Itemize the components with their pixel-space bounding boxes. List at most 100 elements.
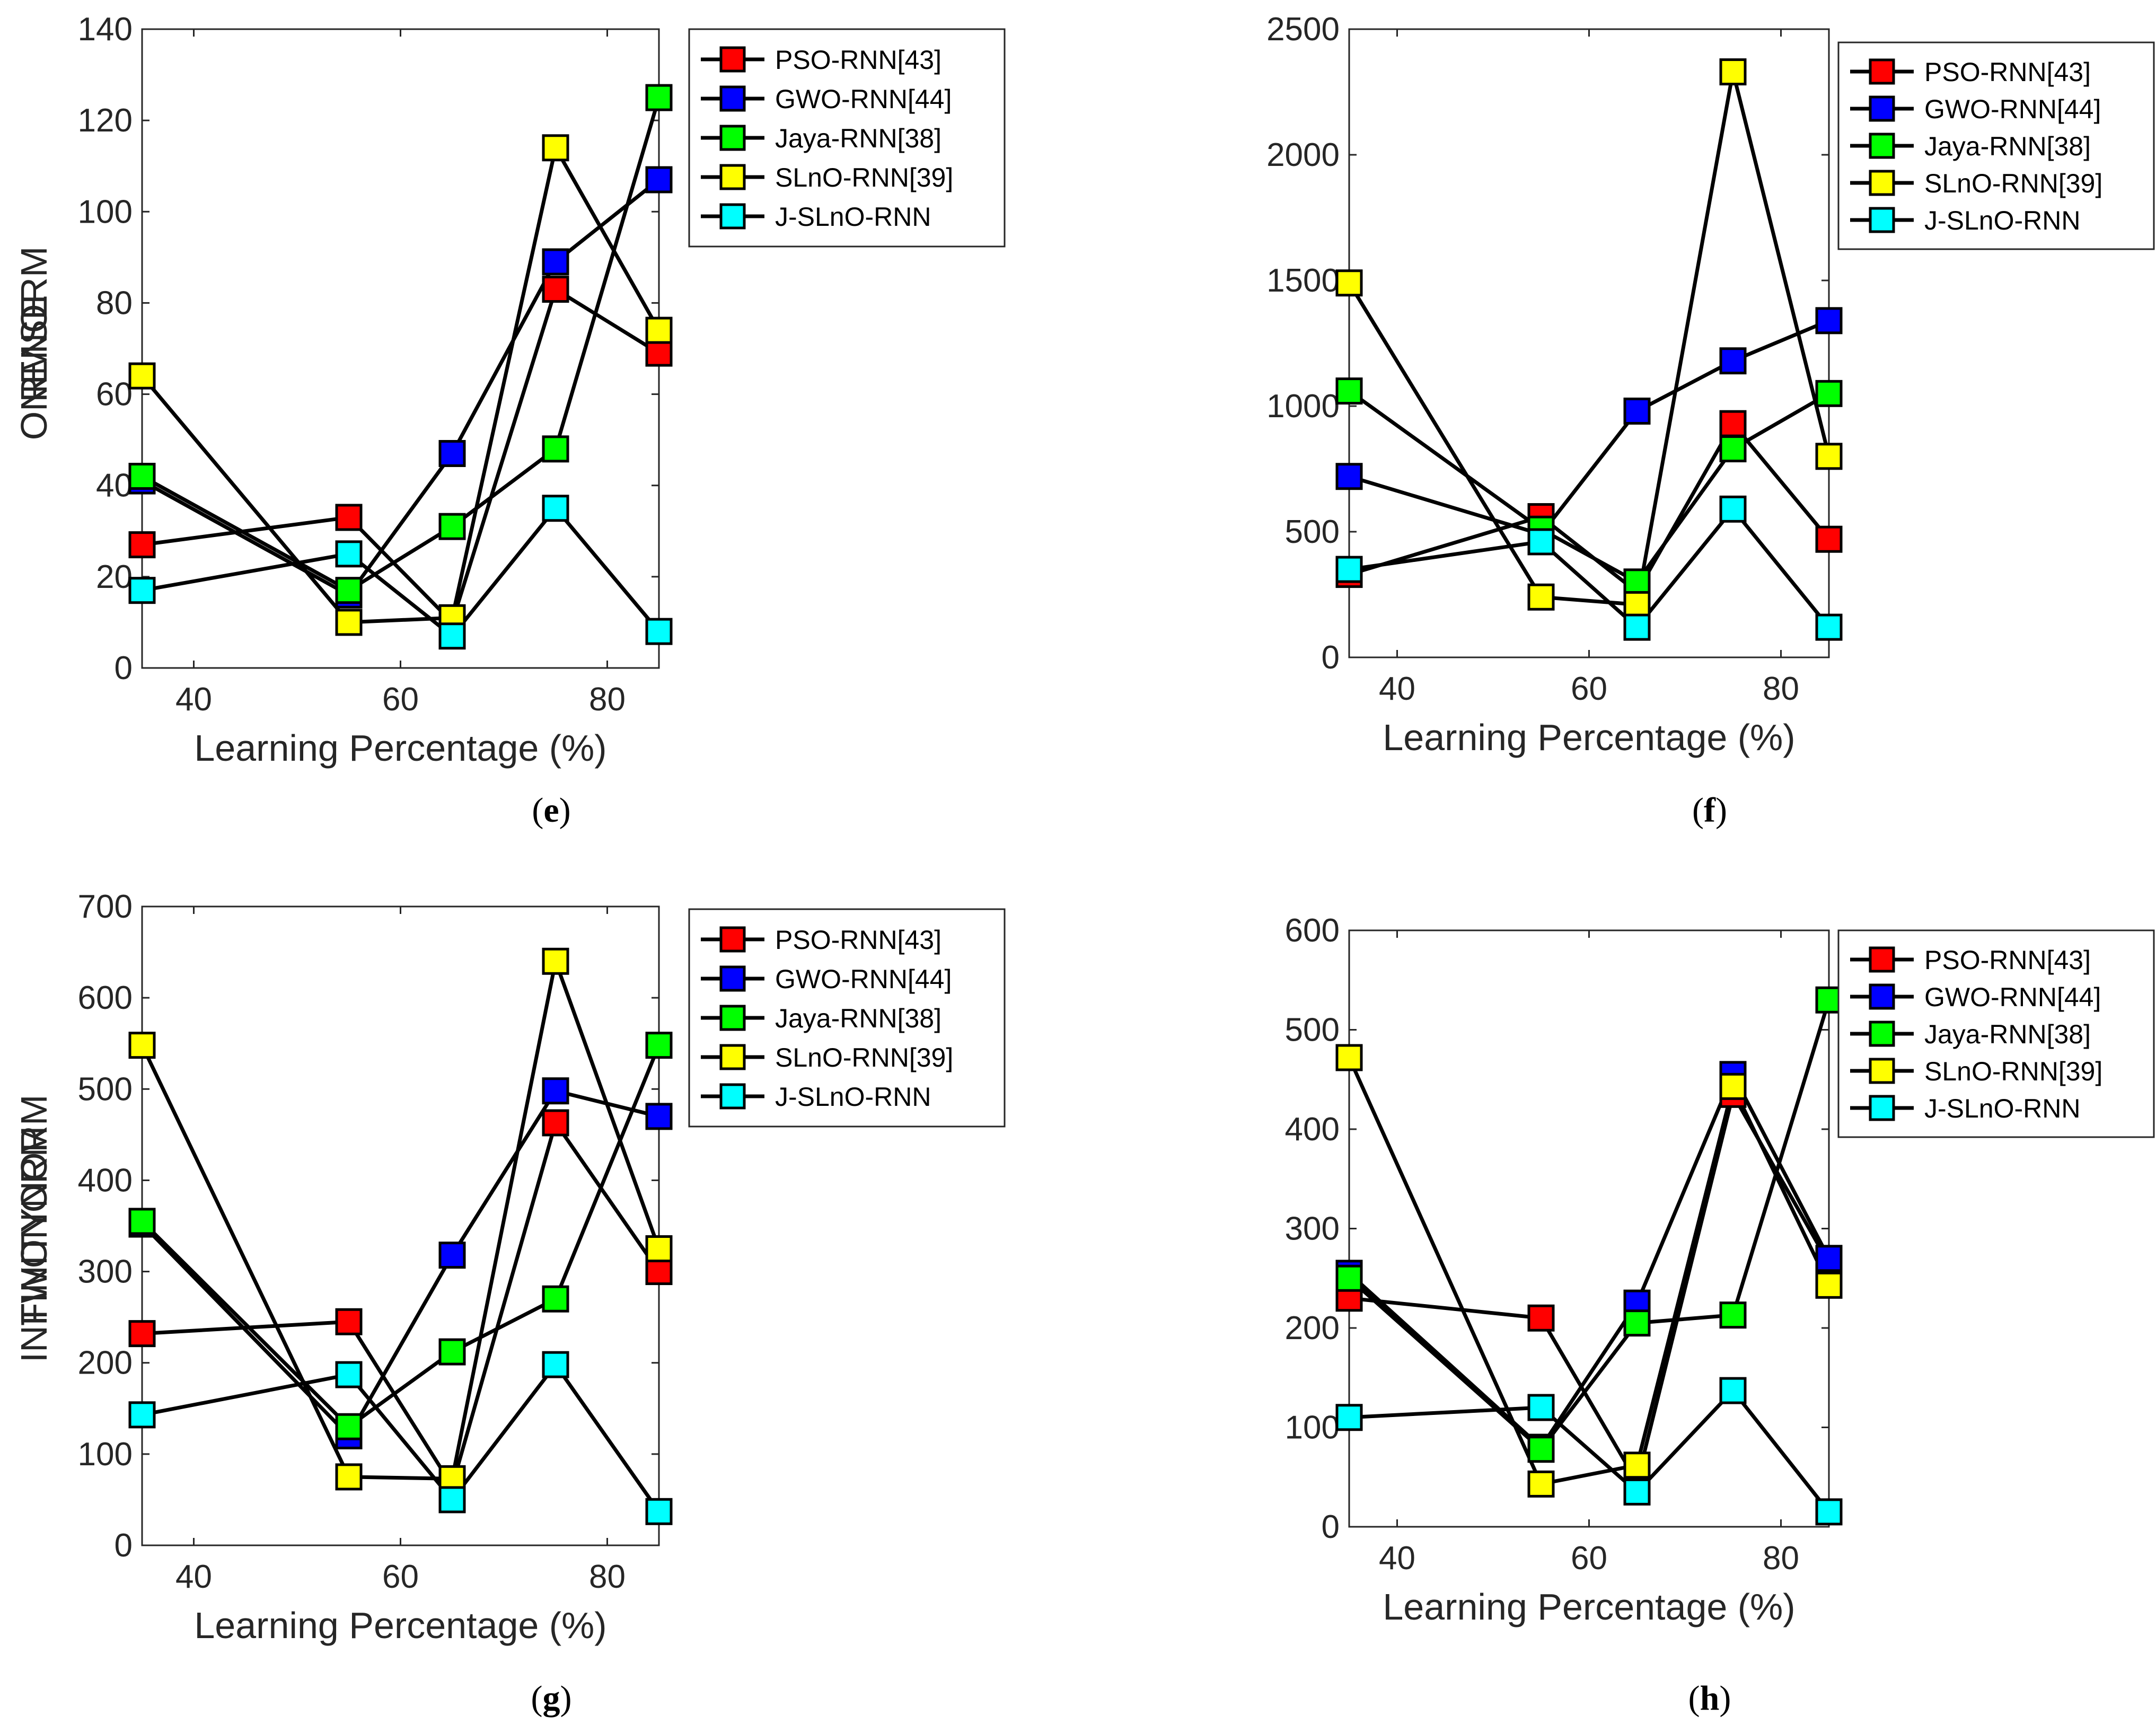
data-point bbox=[438, 622, 466, 650]
data-point bbox=[645, 84, 673, 111]
data-point bbox=[542, 495, 569, 522]
chart-panel-f: 0 500 1000 1500 2000 2500 40 60 80 Learning Perce… bbox=[13, 11, 2155, 830]
legend-label: GWO-RNN[44] bbox=[1924, 94, 2101, 124]
chart-panel-g: 0 100 200 300 400 500 600 700 40 60 80 Learning Per… bbox=[13, 889, 1006, 1718]
y-tick-label: 1500 bbox=[1266, 262, 1340, 299]
legend: PSO-RNN[43] GWO-RNN[44] Jaya-RNN[38] SLnO-R… bbox=[1837, 41, 2155, 250]
data-point bbox=[542, 1077, 569, 1105]
data-point bbox=[1335, 556, 1363, 583]
data-point bbox=[1335, 377, 1363, 405]
data-point bbox=[335, 1463, 363, 1491]
x-tick-label: 80 bbox=[1763, 671, 1799, 707]
legend-label: GWO-RNN[44] bbox=[1924, 982, 2101, 1012]
data-point bbox=[1527, 583, 1555, 611]
x-tick-label: 80 bbox=[1763, 1540, 1799, 1577]
data-point bbox=[1335, 1264, 1363, 1292]
y-tick-label: 400 bbox=[78, 1162, 133, 1199]
legend-marker bbox=[719, 203, 746, 230]
data-point bbox=[1815, 613, 1843, 641]
legend-marker bbox=[719, 1083, 746, 1110]
panel-caption: (h) bbox=[1688, 1679, 1731, 1718]
data-point bbox=[1623, 397, 1651, 425]
data-point bbox=[542, 276, 569, 303]
y-tick-label: 0 bbox=[1322, 1509, 1340, 1545]
y-tick-label: 300 bbox=[1285, 1211, 1340, 1247]
legend-label: Jaya-RNN[38] bbox=[1924, 1019, 2091, 1049]
data-point bbox=[645, 1103, 673, 1130]
data-point bbox=[1527, 1394, 1555, 1421]
legend-label: J-SLnO-RNN bbox=[1924, 1094, 2080, 1123]
y-tick-label: 120 bbox=[78, 102, 133, 139]
x-tick-label: 80 bbox=[589, 681, 626, 718]
legend-label: Jaya-RNN[38] bbox=[775, 124, 941, 153]
data-point bbox=[1815, 307, 1843, 335]
legend-marker bbox=[1869, 1095, 1895, 1121]
y-tick-label: 200 bbox=[78, 1345, 133, 1382]
panel-caption: (e) bbox=[532, 791, 570, 830]
legend-label: PSO-RNN[43] bbox=[1924, 57, 2091, 87]
x-axis-label: Learning Percentage (%) bbox=[1383, 1586, 1795, 1628]
legend-marker bbox=[1869, 207, 1895, 233]
data-point bbox=[1815, 1245, 1843, 1272]
y-axis-label: INFINITYNORM bbox=[13, 1095, 55, 1363]
x-tick-label: 60 bbox=[382, 681, 419, 718]
data-point bbox=[645, 316, 673, 344]
plot-area bbox=[1348, 28, 1830, 658]
data-point bbox=[1719, 1377, 1747, 1404]
data-point bbox=[128, 1401, 156, 1429]
data-point bbox=[1335, 1044, 1363, 1071]
data-point bbox=[1815, 986, 1843, 1014]
data-point bbox=[542, 1109, 569, 1137]
data-point bbox=[438, 513, 466, 540]
legend-marker bbox=[1869, 170, 1895, 196]
data-point bbox=[542, 248, 569, 276]
data-point bbox=[1815, 1271, 1843, 1299]
y-tick-label: 1000 bbox=[1266, 388, 1340, 425]
data-point bbox=[438, 1338, 466, 1366]
x-tick-label: 40 bbox=[1379, 1540, 1415, 1577]
legend-marker bbox=[719, 1005, 746, 1031]
data-point bbox=[1623, 613, 1651, 641]
panel-caption: (f) bbox=[1692, 791, 1727, 830]
panel-caption: (g) bbox=[531, 1679, 572, 1718]
y-tick-label: 100 bbox=[1285, 1410, 1340, 1446]
y-axis-label: ONENORM bbox=[13, 247, 55, 441]
legend-marker bbox=[719, 46, 746, 73]
legend: PSO-RNN[43] GWO-RNN[44] Jaya-RNN[38] SLnO-R… bbox=[688, 28, 1006, 248]
y-tick-label: 20 bbox=[96, 559, 133, 595]
y-tick-label: 700 bbox=[78, 889, 133, 925]
data-point bbox=[1815, 380, 1843, 407]
y-tick-label: 500 bbox=[1285, 514, 1340, 550]
legend-label: Jaya-RNN[38] bbox=[775, 1004, 941, 1033]
y-tick-label: 400 bbox=[1285, 1111, 1340, 1148]
data-point bbox=[1623, 568, 1651, 596]
x-tick-label: 60 bbox=[1571, 1540, 1607, 1577]
chart-panel-e: 0 20 40 60 80 100 120 140 40 60 80 Learning Percent… bbox=[13, 11, 1006, 830]
data-point bbox=[128, 463, 156, 490]
data-point bbox=[128, 1032, 156, 1059]
x-tick-label: 40 bbox=[175, 1559, 212, 1595]
data-point bbox=[542, 134, 569, 162]
y-tick-label: 40 bbox=[96, 468, 133, 504]
y-tick-label: 500 bbox=[78, 1071, 133, 1107]
x-axis-label: Learning Percentage (%) bbox=[194, 1605, 606, 1646]
x-tick-label: 40 bbox=[175, 681, 212, 718]
data-point bbox=[438, 1486, 466, 1514]
data-point bbox=[1815, 443, 1843, 470]
x-axis-label: Learning Percentage (%) bbox=[1383, 717, 1795, 758]
data-point bbox=[335, 1308, 363, 1335]
legend-label: PSO-RNN[43] bbox=[775, 45, 941, 75]
data-point bbox=[128, 531, 156, 559]
y-tick-label: 2000 bbox=[1266, 137, 1340, 173]
y-tick-label: 100 bbox=[78, 193, 133, 230]
y-tick-label: 60 bbox=[96, 376, 133, 413]
x-tick-label: 40 bbox=[1379, 671, 1415, 707]
y-tick-label: 0 bbox=[115, 650, 133, 687]
y-tick-label: 2500 bbox=[1266, 11, 1340, 48]
legend-label: J-SLnO-RNN bbox=[1924, 206, 2080, 235]
data-point bbox=[1815, 1498, 1843, 1526]
data-point bbox=[645, 339, 673, 367]
data-point bbox=[1335, 269, 1363, 297]
legend: PSO-RNN[43] GWO-RNN[44] Jaya-RNN[38] SLnO-R… bbox=[1837, 929, 2155, 1138]
